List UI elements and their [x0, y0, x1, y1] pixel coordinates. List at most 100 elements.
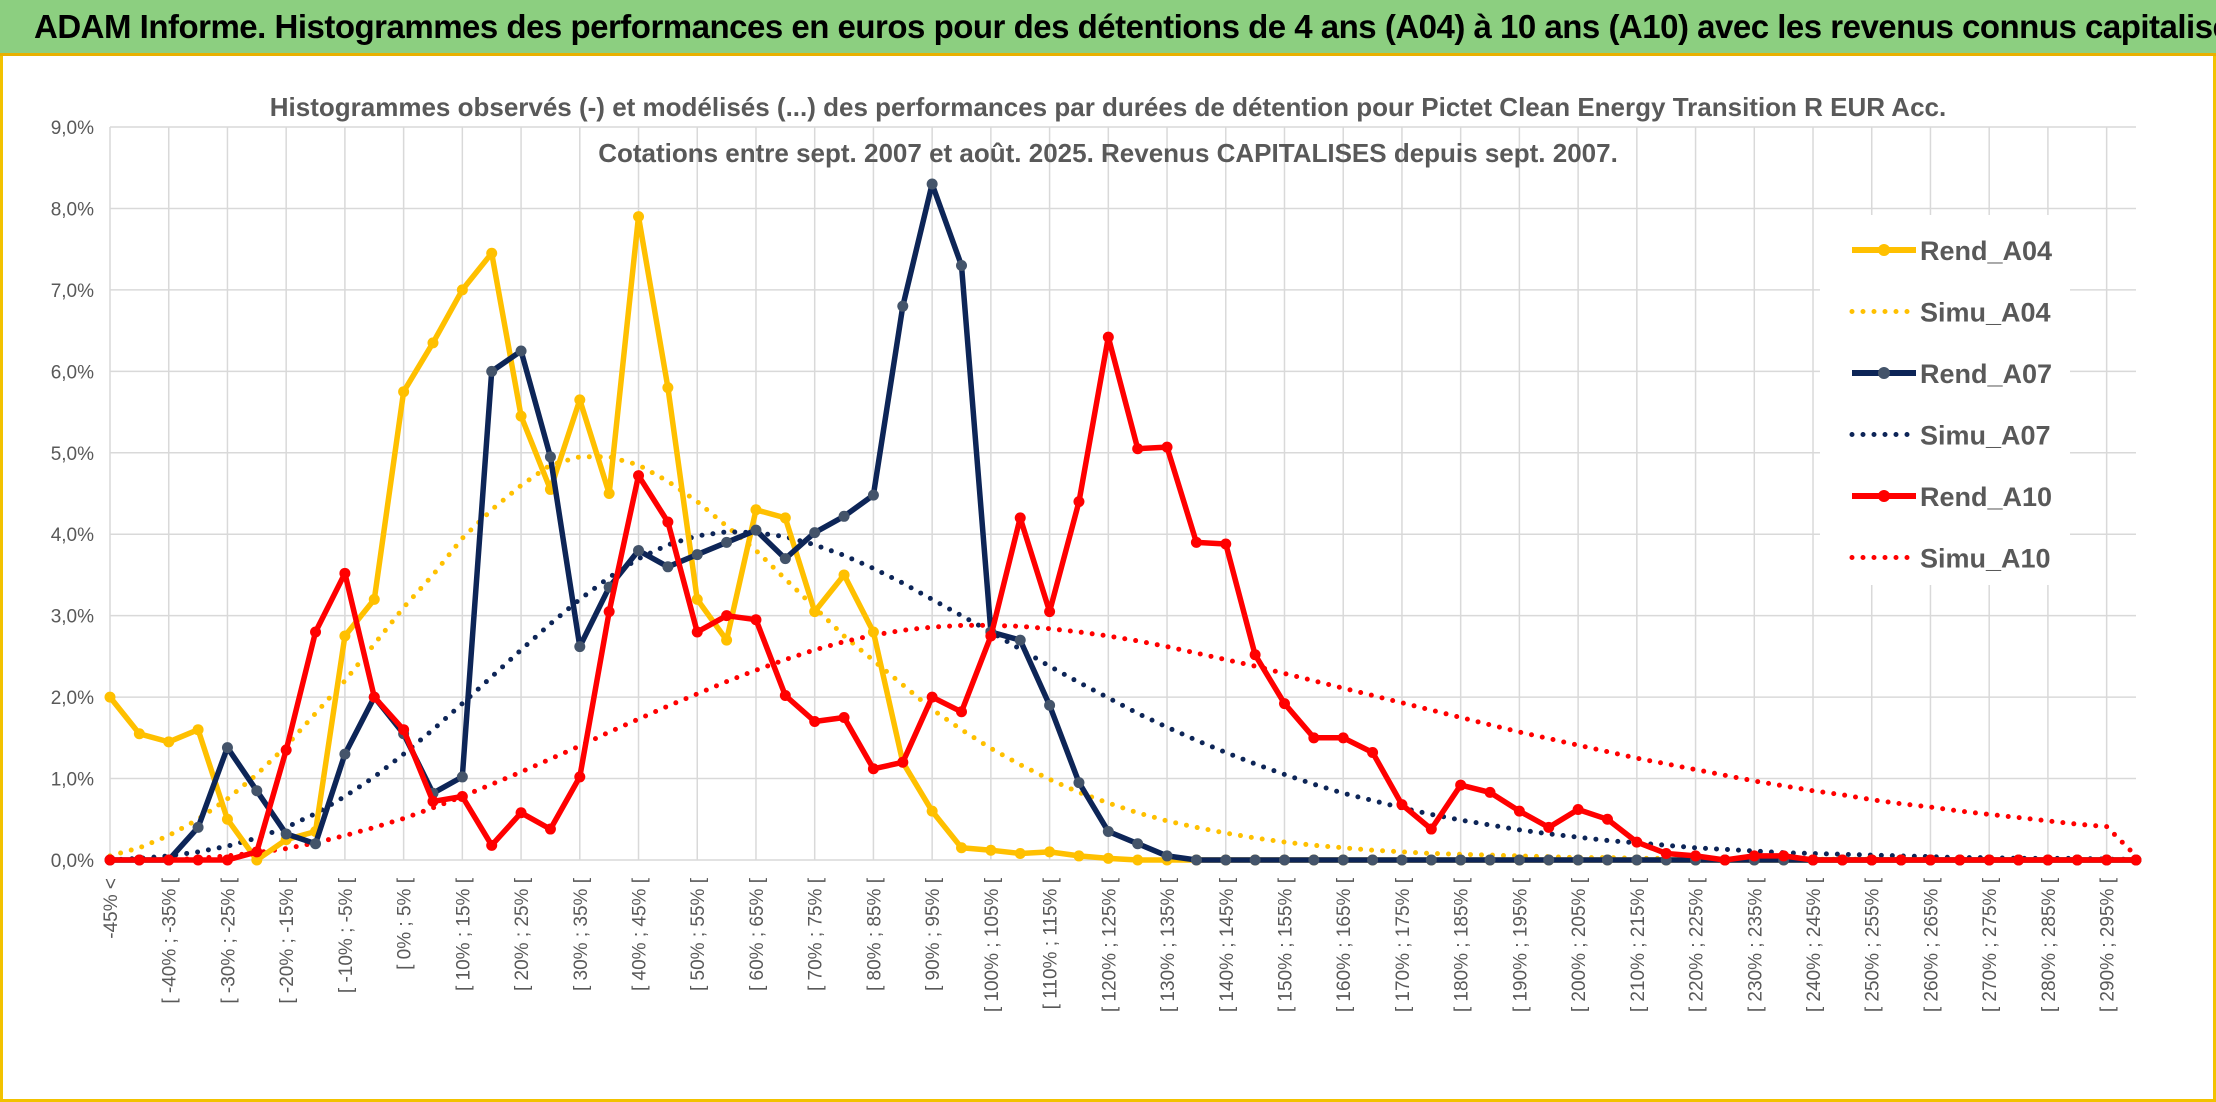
x-tick-label: [ 170% ; 175% [ [1393, 877, 1414, 1012]
x-tick-label: [ 120% ; 125% [ [1099, 877, 1120, 1012]
data-point [633, 470, 645, 482]
legend-marker [1878, 490, 1890, 502]
data-point [1073, 777, 1085, 789]
y-tick-label: 5,0% [51, 444, 94, 465]
chart-subtitle: Cotations entre sept. 2007 et août. 2025… [598, 138, 1618, 168]
data-point [1455, 779, 1467, 791]
data-point [192, 854, 204, 866]
x-tick-label: [ 0% ; 5% [ [395, 877, 416, 970]
data-point [456, 284, 468, 296]
legend-item: Rend_A10 [1852, 482, 2052, 512]
data-point [163, 736, 175, 748]
data-point [691, 593, 703, 605]
legend-marker [1878, 244, 1890, 256]
data-point [1954, 854, 1966, 866]
data-point [1220, 854, 1232, 866]
data-point [1484, 854, 1496, 866]
data-point [1572, 854, 1584, 866]
data-point [897, 756, 909, 768]
data-point [867, 489, 879, 501]
data-point [1044, 846, 1056, 858]
data-point [867, 626, 879, 638]
data-point [867, 763, 879, 775]
data-point [221, 813, 233, 825]
data-point [779, 512, 791, 524]
series-line [110, 334, 2136, 863]
data-point [1543, 854, 1555, 866]
data-point [662, 561, 674, 573]
data-point [1337, 732, 1349, 744]
x-tick-label: [ 150% ; 155% [ [1275, 877, 1296, 1012]
x-tick-label: [ 100% ; 105% [ [982, 877, 1003, 1012]
data-point [1132, 838, 1144, 850]
legend-label: Simu_A10 [1920, 544, 2051, 574]
legend-label: Simu_A04 [1920, 298, 2051, 328]
data-point [427, 795, 439, 807]
data-point [1396, 854, 1408, 866]
data-point [339, 567, 351, 579]
series [104, 178, 2142, 866]
data-point [280, 744, 292, 756]
data-point [2042, 854, 2054, 866]
data-point [1396, 799, 1408, 811]
data-point [574, 394, 586, 406]
data-point [1161, 850, 1173, 862]
data-point [1044, 606, 1056, 618]
x-tick-label: [ 90% ; 95% [ [923, 877, 944, 991]
series-rend-a10 [104, 331, 2142, 866]
data-point [1748, 850, 1760, 862]
data-point [1102, 825, 1114, 837]
data-point [2013, 854, 2025, 866]
data-point [633, 545, 645, 557]
data-point [603, 606, 615, 618]
data-point [1924, 854, 1936, 866]
data-point [926, 178, 938, 190]
data-point [1102, 852, 1114, 864]
data-point [2130, 854, 2142, 866]
x-tick-label: [ 70% ; 75% [ [806, 877, 827, 991]
data-point [809, 716, 821, 728]
series-simu-a07 [107, 529, 2139, 863]
data-point [1044, 699, 1056, 711]
data-point [221, 742, 233, 754]
y-tick-label: 6,0% [51, 362, 94, 383]
data-point [192, 821, 204, 833]
data-point [721, 610, 733, 622]
data-point [1249, 649, 1261, 661]
x-tick-label: [ 180% ; 185% [ [1452, 877, 1473, 1012]
data-point [456, 771, 468, 783]
x-tick-label: [ 260% ; 265% [ [1921, 877, 1942, 1012]
data-point [486, 839, 498, 851]
y-tick-label: 0,0% [51, 851, 94, 872]
data-point [1249, 854, 1261, 866]
data-point [515, 345, 527, 357]
data-point [1807, 854, 1819, 866]
data-point [779, 553, 791, 565]
data-point [985, 630, 997, 642]
x-tick-label: [ 80% ; 85% [ [864, 877, 885, 991]
data-point [486, 365, 498, 377]
legend-item: Rend_A07 [1852, 359, 2052, 389]
series-simu-a10 [107, 622, 2139, 863]
x-tick-label: [ -40% ; -35% [ [160, 877, 181, 1003]
data-point [603, 488, 615, 499]
data-point [838, 711, 850, 723]
x-tick-label: [ 190% ; 195% [ [1510, 877, 1531, 1012]
legend-box [1820, 215, 2070, 585]
data-point [838, 569, 850, 581]
y-axis-ticks: 0,0% 1,0% 2,0% 3,0% 4,0% 5,0% 6,0% 7,0% 8,0% 9,0% [51, 118, 94, 872]
data-point [574, 771, 586, 783]
x-axis-ticks: -45% < [ -40% ; -35% [[ -30% ; -25% [[ -2… [101, 877, 2119, 1012]
data-point [515, 410, 527, 422]
data-point [339, 630, 351, 642]
data-point [1014, 634, 1026, 646]
legend-label: Rend_A07 [1920, 359, 2052, 389]
y-tick-label: 3,0% [51, 607, 94, 628]
x-tick-label: [ 130% ; 135% [ [1158, 877, 1179, 1012]
chart-frame [0, 56, 2216, 1102]
data-point [1425, 854, 1437, 866]
data-point [280, 828, 292, 840]
data-point [1455, 854, 1467, 866]
data-point [1367, 854, 1379, 866]
